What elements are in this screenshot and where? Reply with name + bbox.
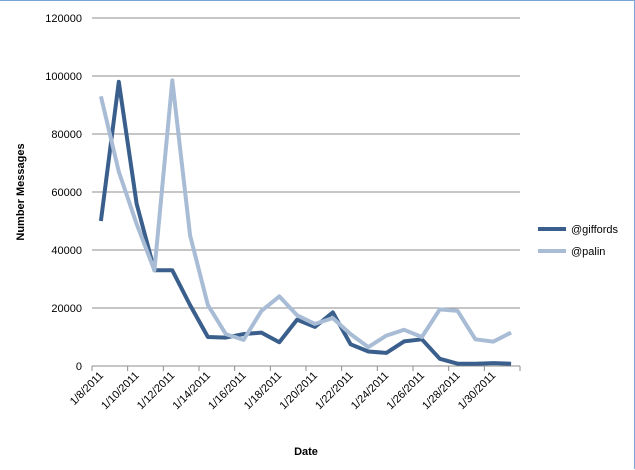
series-lines <box>98 78 513 366</box>
axes <box>91 365 521 371</box>
y-tick-label: 120000 <box>45 13 82 25</box>
y-axis-title: Number Messages <box>15 143 27 240</box>
y-tick-label: 40000 <box>51 245 82 257</box>
x-tick-label: 1/30/2011 <box>456 370 499 413</box>
legend-label: @palin <box>571 246 605 258</box>
legend-label: @giffords <box>571 224 619 236</box>
y-tick-label: 80000 <box>51 129 82 141</box>
x-tick-labels: 1/8/20111/10/20111/12/20111/14/20111/16/… <box>68 370 499 413</box>
x-tick-label: 1/14/2011 <box>171 370 214 413</box>
x-tick-label: 1/12/2011 <box>135 370 178 413</box>
x-tick-label: 1/26/2011 <box>385 370 428 413</box>
x-axis-title: Date <box>294 446 318 458</box>
legend: @giffords @palin <box>538 224 619 258</box>
y-tick-labels: 0 20000 40000 60000 80000 100000 120000 <box>45 13 82 373</box>
x-tick-label: 1/24/2011 <box>349 370 392 413</box>
y-tick-label: 100000 <box>45 71 82 83</box>
x-tick-label: 1/10/2011 <box>99 370 142 413</box>
series-line-1 <box>98 79 512 366</box>
x-tick-label: 1/22/2011 <box>313 370 356 413</box>
y-tick-label: 0 <box>76 361 82 373</box>
series-line-2 <box>98 78 513 350</box>
y-tick-label: 60000 <box>51 187 82 199</box>
y-tick-label: 20000 <box>51 303 82 315</box>
x-tick-label: 1/16/2011 <box>206 370 249 413</box>
x-tick-label: 1/28/2011 <box>420 370 463 413</box>
x-tick-label: 1/20/2011 <box>278 370 321 413</box>
x-tick-label: 1/18/2011 <box>242 370 285 413</box>
